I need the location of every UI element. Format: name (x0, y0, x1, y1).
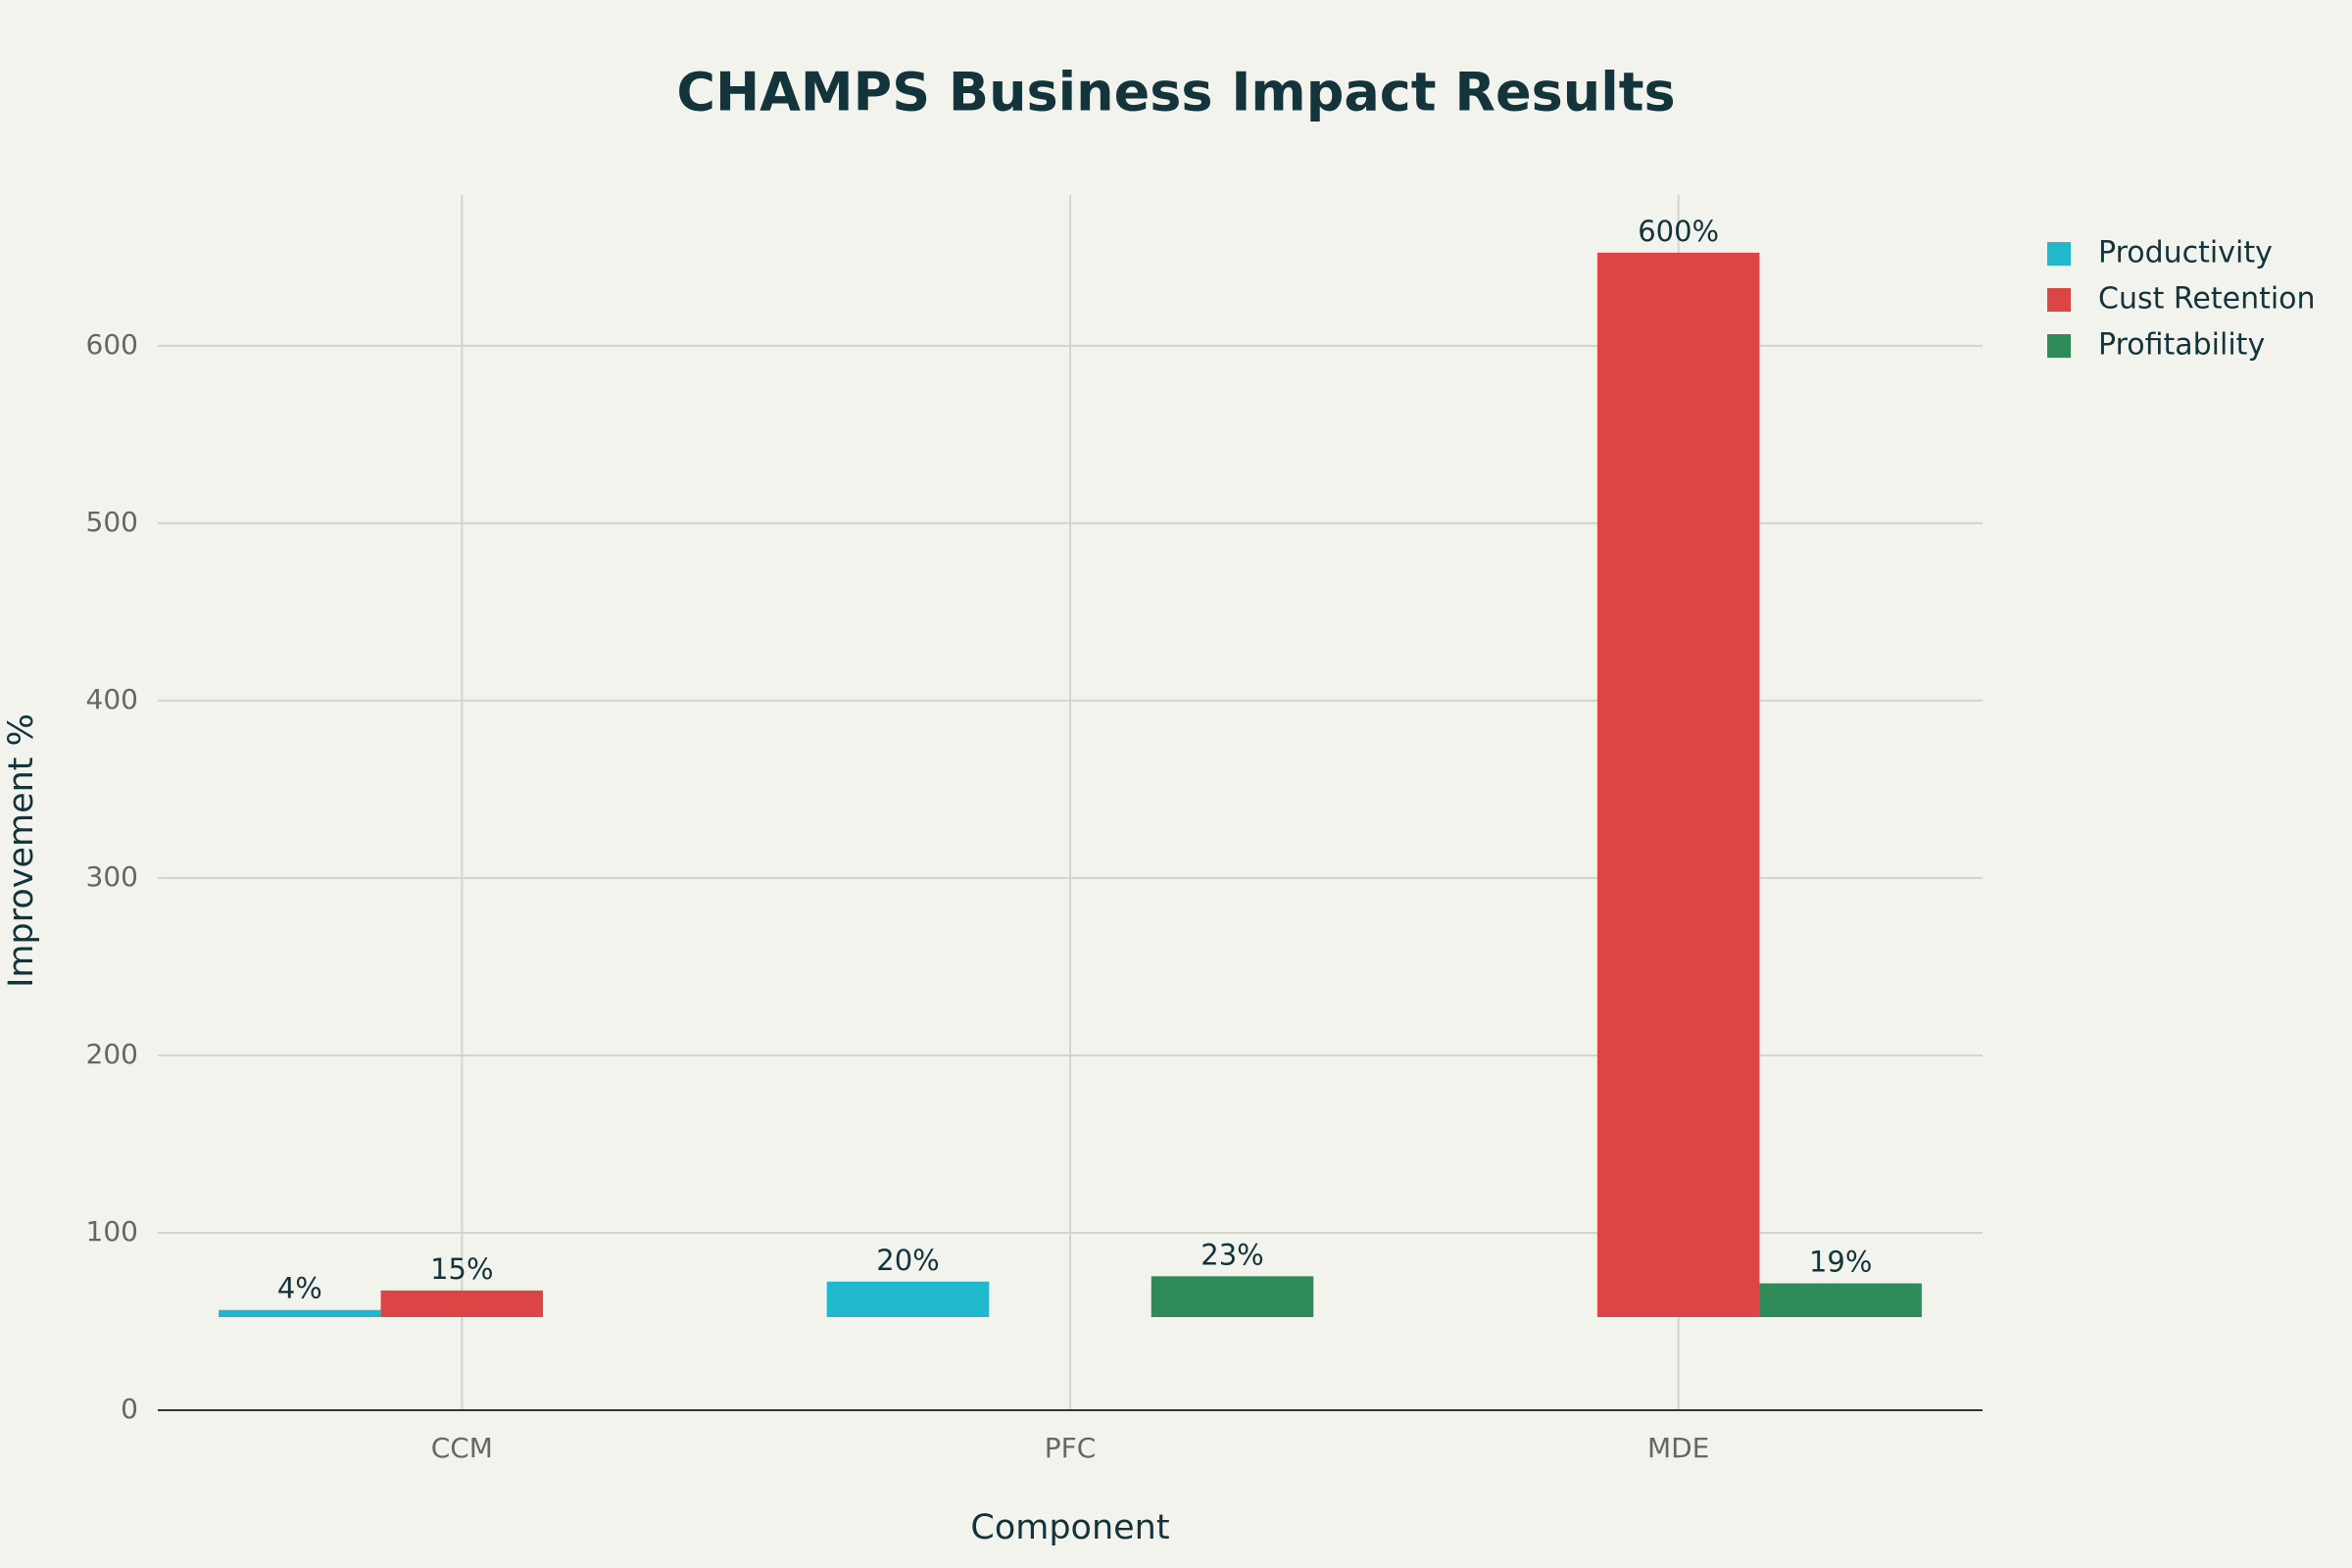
bar (826, 1281, 990, 1317)
legend-swatch (2047, 334, 2071, 358)
y-tick-label: 100 (86, 1215, 138, 1248)
value-label: 15% (430, 1252, 493, 1286)
legend-swatch (2047, 288, 2071, 312)
y-axis-title: Improvement % (2, 713, 41, 988)
bar (1151, 1276, 1314, 1317)
y-tick-label: 400 (86, 683, 138, 715)
chart-title: CHAMPS Business Impact Results (676, 62, 1675, 123)
y-tick-label: 500 (86, 506, 138, 538)
bar (380, 1290, 544, 1317)
y-tick-label: 200 (86, 1038, 138, 1070)
value-label: 4% (277, 1272, 322, 1305)
y-tick-label: 600 (86, 328, 138, 361)
legend-label: Profitability (2098, 328, 2265, 363)
bar (1759, 1283, 1922, 1317)
legend-label: Productivity (2098, 236, 2273, 270)
legend-label: Cust Retention (2098, 282, 2316, 317)
x-tick-label: CCM (431, 1432, 493, 1464)
bar (1596, 252, 1760, 1317)
legend-swatch (2047, 242, 2071, 266)
value-label: 19% (1809, 1246, 1872, 1279)
value-label: 600% (1638, 215, 1719, 248)
bar (219, 1309, 381, 1317)
y-tick-label: 300 (86, 860, 138, 893)
x-tick-label: MDE (1647, 1432, 1709, 1464)
y-tick-label: 0 (121, 1393, 138, 1425)
value-label: 20% (876, 1244, 939, 1277)
x-axis-title: Component (970, 1508, 1169, 1547)
x-tick-label: PFC (1045, 1432, 1097, 1464)
value-label: 23% (1200, 1238, 1263, 1271)
